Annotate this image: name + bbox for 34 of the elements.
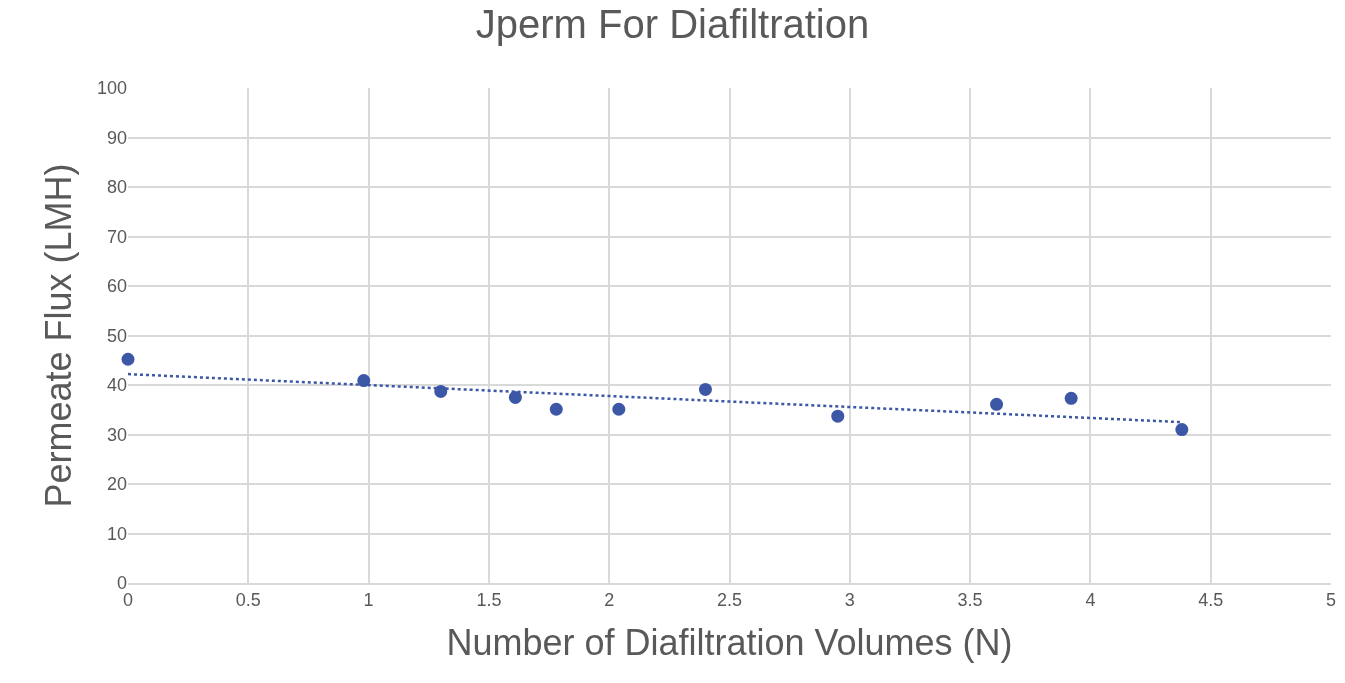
y-tick-label: 60 xyxy=(106,276,127,297)
y-tick-label: 0 xyxy=(116,573,127,594)
point xyxy=(357,374,371,388)
y-tick-label: 90 xyxy=(106,127,127,148)
chart-title: Jperm For Diafiltration xyxy=(475,2,870,47)
x-tick-label: 3 xyxy=(844,590,855,611)
point xyxy=(508,390,522,404)
x-tick-label: 5 xyxy=(1325,590,1337,611)
y-tick-label: 80 xyxy=(106,177,127,198)
point xyxy=(990,397,1004,411)
y-tick-label: 50 xyxy=(106,325,127,346)
y-tick-label: 70 xyxy=(106,226,127,247)
y-axis-title: Permeate Flux (LMH) xyxy=(37,163,79,508)
point xyxy=(1064,391,1078,405)
y-tick-label: 40 xyxy=(106,375,127,396)
y-tick-label: 100 xyxy=(96,78,127,99)
x-tick-label: 1 xyxy=(363,590,374,611)
point xyxy=(831,409,845,423)
x-tick-label: 2.5 xyxy=(716,590,743,611)
x-axis-title: Number of Diafiltration Volumes (N) xyxy=(446,621,1013,663)
y-tick-label: 10 xyxy=(106,523,127,544)
y-tick-label: 30 xyxy=(106,424,127,445)
point xyxy=(698,382,712,396)
point xyxy=(1175,423,1189,437)
x-tick-label: 1.5 xyxy=(476,590,502,611)
x-tick-label: 4.5 xyxy=(1198,590,1224,611)
x-tick-label: 4 xyxy=(1085,590,1096,611)
y-tick-label: 20 xyxy=(106,474,127,495)
point xyxy=(612,402,626,416)
x-tick-label: 2 xyxy=(604,590,615,611)
point xyxy=(549,402,563,416)
point xyxy=(121,352,135,366)
x-tick-label: 3.5 xyxy=(957,590,983,611)
x-tick-label: 0.5 xyxy=(235,590,261,611)
